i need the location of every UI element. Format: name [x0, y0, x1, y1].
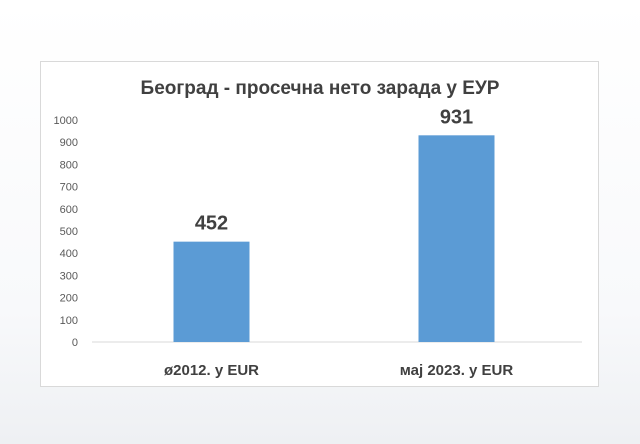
y-tick-label: 700 [60, 182, 78, 194]
category-labels: ø2012. у EUR мај 2023. у EUR [164, 362, 513, 379]
y-tick-label: 1000 [54, 115, 78, 127]
y-tick-label: 900 [60, 137, 78, 149]
y-tick-label: 500 [60, 226, 78, 238]
y-tick-label: 0 [72, 337, 78, 349]
chart-title: Београд - просечна нето зарада у ЕУР [140, 78, 500, 99]
category-label: ø2012. у EUR [164, 362, 259, 379]
y-axis-ticks: 0 100 200 300 400 500 600 700 800 900 1000 [54, 115, 78, 349]
bar-value-label: 931 [440, 106, 473, 128]
y-tick-label: 200 [60, 293, 78, 305]
y-tick-label: 800 [60, 159, 78, 171]
bar [418, 135, 495, 342]
y-tick-label: 100 [60, 315, 78, 327]
bar-value-label: 452 [195, 213, 228, 235]
y-tick-label: 400 [60, 248, 78, 260]
chart-frame [40, 61, 599, 387]
data-labels: 452 931 [195, 106, 473, 234]
y-tick-label: 300 [60, 270, 78, 282]
bar [173, 241, 250, 342]
category-label: мај 2023. у EUR [400, 362, 514, 379]
y-tick-label: 600 [60, 204, 78, 216]
bars [173, 135, 495, 342]
